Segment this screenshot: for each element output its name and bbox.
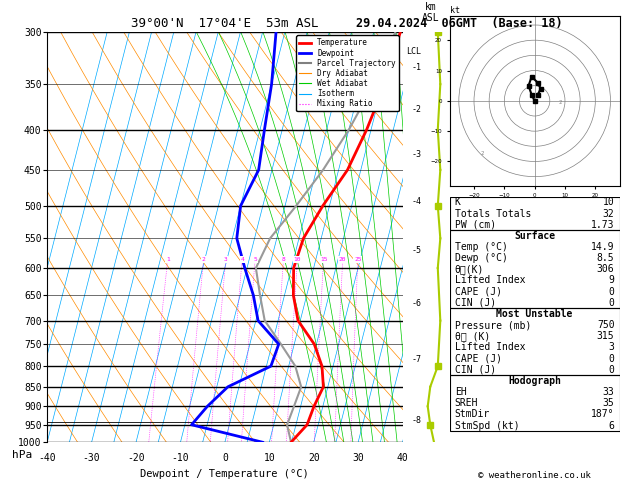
Text: 20: 20 <box>308 452 320 463</box>
Text: km
ASL: km ASL <box>422 2 440 23</box>
Text: CAPE (J): CAPE (J) <box>455 287 502 296</box>
Text: 1: 1 <box>166 257 170 262</box>
Text: 14.9: 14.9 <box>591 242 615 252</box>
Text: 6: 6 <box>609 420 615 431</box>
Text: StmSpd (kt): StmSpd (kt) <box>455 420 520 431</box>
Text: -1: -1 <box>411 63 421 72</box>
Text: 0: 0 <box>222 452 228 463</box>
Text: -4: -4 <box>411 197 421 206</box>
Text: 25: 25 <box>354 257 362 262</box>
Text: Dewpoint / Temperature (°C): Dewpoint / Temperature (°C) <box>140 469 309 479</box>
Text: Lifted Index: Lifted Index <box>455 343 525 352</box>
Text: 750: 750 <box>597 320 615 330</box>
Text: 3: 3 <box>224 257 228 262</box>
Text: CIN (J): CIN (J) <box>455 365 496 375</box>
Text: Most Unstable: Most Unstable <box>496 309 573 319</box>
Text: 187°: 187° <box>591 409 615 419</box>
Text: -20: -20 <box>127 452 145 463</box>
Text: 2: 2 <box>480 152 483 156</box>
Text: 1.73: 1.73 <box>591 220 615 230</box>
Text: © weatheronline.co.uk: © weatheronline.co.uk <box>478 471 591 480</box>
Text: 8.5: 8.5 <box>597 253 615 263</box>
Text: 0: 0 <box>609 354 615 364</box>
Text: 5: 5 <box>253 257 257 262</box>
Text: StmDir: StmDir <box>455 409 490 419</box>
Text: 0: 0 <box>609 287 615 296</box>
Text: -5: -5 <box>411 246 421 255</box>
Text: 20: 20 <box>339 257 347 262</box>
Text: 0: 0 <box>609 365 615 375</box>
Legend: Temperature, Dewpoint, Parcel Trajectory, Dry Adiabat, Wet Adiabat, Isotherm, Mi: Temperature, Dewpoint, Parcel Trajectory… <box>296 35 399 111</box>
Text: EH: EH <box>455 387 467 397</box>
Text: 10: 10 <box>264 452 275 463</box>
Text: 32: 32 <box>603 208 615 219</box>
Text: CIN (J): CIN (J) <box>455 298 496 308</box>
Text: kt: kt <box>450 6 460 15</box>
Text: 33: 33 <box>603 387 615 397</box>
Text: 40: 40 <box>397 452 408 463</box>
Text: LCL: LCL <box>406 48 421 56</box>
Text: -40: -40 <box>38 452 56 463</box>
Text: hPa: hPa <box>12 451 33 460</box>
Text: 3: 3 <box>609 343 615 352</box>
Text: 10: 10 <box>294 257 301 262</box>
Text: -10: -10 <box>172 452 189 463</box>
Text: 4: 4 <box>240 257 244 262</box>
Text: 29.04.2024  06GMT  (Base: 18): 29.04.2024 06GMT (Base: 18) <box>356 17 562 30</box>
Text: -6: -6 <box>411 299 421 309</box>
Text: -8: -8 <box>411 416 421 425</box>
Text: Dewp (°C): Dewp (°C) <box>455 253 508 263</box>
Text: 15: 15 <box>320 257 327 262</box>
Text: 35: 35 <box>603 398 615 408</box>
Text: -3: -3 <box>411 150 421 159</box>
Text: Surface: Surface <box>514 231 555 241</box>
Text: -30: -30 <box>83 452 101 463</box>
Text: θᴇ (K): θᴇ (K) <box>455 331 490 341</box>
Title: 39°00'N  17°04'E  53m ASL: 39°00'N 17°04'E 53m ASL <box>131 17 319 31</box>
Text: Temp (°C): Temp (°C) <box>455 242 508 252</box>
Text: SREH: SREH <box>455 398 478 408</box>
Text: Hodograph: Hodograph <box>508 376 561 386</box>
Text: 306: 306 <box>597 264 615 274</box>
Text: 315: 315 <box>597 331 615 341</box>
Text: -2: -2 <box>411 105 421 114</box>
Text: 0: 0 <box>609 298 615 308</box>
Text: 2: 2 <box>202 257 206 262</box>
Text: 8: 8 <box>282 257 286 262</box>
Text: -7: -7 <box>411 355 421 364</box>
Text: 9: 9 <box>609 276 615 285</box>
Text: PW (cm): PW (cm) <box>455 220 496 230</box>
Text: K: K <box>455 197 460 208</box>
Text: 2: 2 <box>559 100 562 105</box>
Text: 30: 30 <box>352 452 364 463</box>
Text: θᴇ(K): θᴇ(K) <box>455 264 484 274</box>
Text: CAPE (J): CAPE (J) <box>455 354 502 364</box>
Text: Lifted Index: Lifted Index <box>455 276 525 285</box>
Text: Pressure (mb): Pressure (mb) <box>455 320 532 330</box>
Text: 10: 10 <box>603 197 615 208</box>
Text: Totals Totals: Totals Totals <box>455 208 532 219</box>
